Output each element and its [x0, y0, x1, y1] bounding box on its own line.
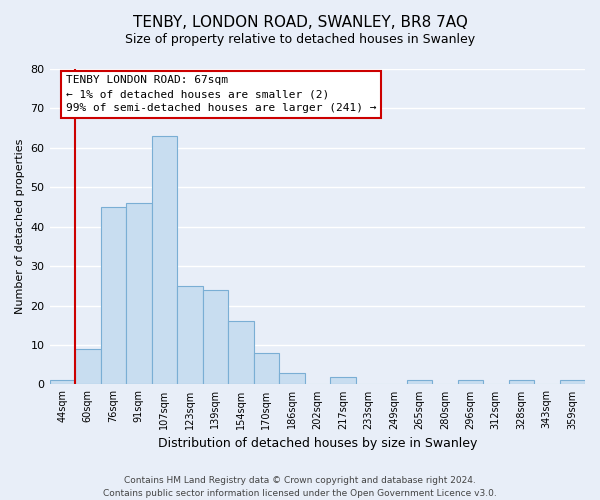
Bar	[203, 290, 228, 384]
Bar	[126, 203, 152, 384]
Bar	[330, 376, 356, 384]
Text: Size of property relative to detached houses in Swanley: Size of property relative to detached ho…	[125, 32, 475, 46]
X-axis label: Distribution of detached houses by size in Swanley: Distribution of detached houses by size …	[158, 437, 477, 450]
Bar	[50, 380, 75, 384]
Bar	[279, 372, 305, 384]
Bar	[458, 380, 483, 384]
Text: Contains HM Land Registry data © Crown copyright and database right 2024.
Contai: Contains HM Land Registry data © Crown c…	[103, 476, 497, 498]
Bar	[407, 380, 432, 384]
Bar	[101, 207, 126, 384]
Bar	[177, 286, 203, 384]
Y-axis label: Number of detached properties: Number of detached properties	[15, 139, 25, 314]
Text: TENBY LONDON ROAD: 67sqm
← 1% of detached houses are smaller (2)
99% of semi-det: TENBY LONDON ROAD: 67sqm ← 1% of detache…	[65, 76, 376, 114]
Text: TENBY, LONDON ROAD, SWANLEY, BR8 7AQ: TENBY, LONDON ROAD, SWANLEY, BR8 7AQ	[133, 15, 467, 30]
Bar	[228, 322, 254, 384]
Bar	[509, 380, 534, 384]
Bar	[75, 349, 101, 384]
Bar	[254, 353, 279, 384]
Bar	[560, 380, 585, 384]
Bar	[152, 136, 177, 384]
